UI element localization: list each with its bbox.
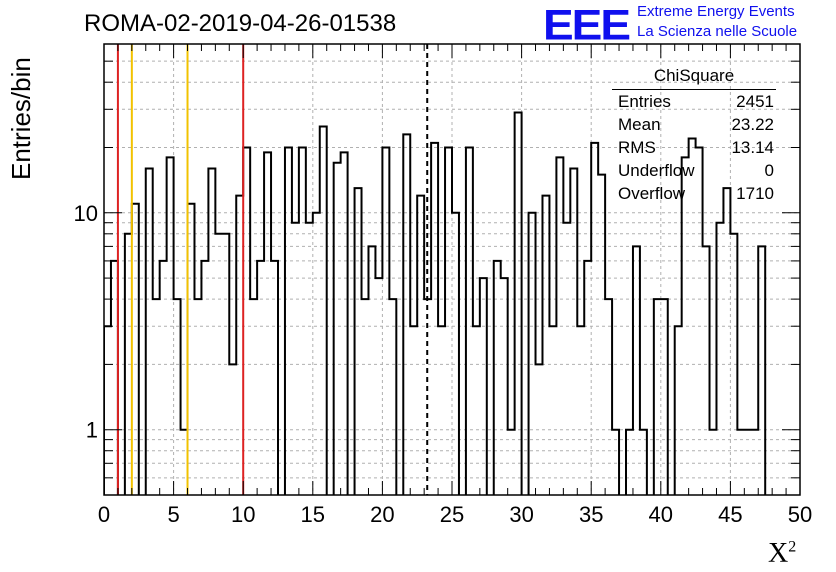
stats-row: Overflow 1710	[612, 182, 776, 205]
stats-label: Overflow	[618, 184, 686, 203]
logo-line-1: Extreme Energy Events	[637, 3, 795, 20]
x-tick-label: 25	[440, 502, 464, 527]
stats-title: ChiSquare	[612, 66, 776, 90]
x-tick-label: 10	[231, 502, 255, 527]
x-tick-label: 20	[370, 502, 394, 527]
stats-box: ChiSquare Entries 2451 Mean 23.22 RMS 13.14…	[612, 66, 776, 205]
stats-label: Underflow	[618, 161, 695, 180]
logo-line-2: La Scienza nelle Scuole	[637, 23, 798, 40]
stats-value: 13.14	[731, 138, 774, 157]
x-tick-label: 40	[649, 502, 673, 527]
stats-row: Mean 23.22	[612, 113, 776, 136]
eee-logo: EEE	[543, 0, 631, 49]
stats-row: RMS 13.14	[612, 136, 776, 159]
logo-text: Extreme Energy Events La Scienza nelle S…	[637, 2, 797, 42]
stats-label: RMS	[618, 138, 656, 157]
stats-value: 2451	[736, 92, 774, 111]
x-tick-label: 30	[509, 502, 533, 527]
x-tick-label: 5	[167, 502, 179, 527]
y-axis-label: Entries/bin	[6, 57, 36, 180]
stats-value: 23.22	[731, 115, 774, 134]
stats-value: 1710	[736, 184, 774, 203]
stats-row: Underflow 0	[612, 159, 776, 182]
histogram-series	[104, 111, 767, 495]
y-tick-label: 10	[74, 201, 98, 226]
x-tick-label: 35	[579, 502, 603, 527]
chart-title: ROMA-02-2019-04-26-01538	[84, 10, 397, 37]
stats-label: Entries	[618, 92, 671, 111]
y-tick-label: 1	[86, 418, 98, 443]
stats-label: Mean	[618, 115, 661, 134]
x-tick-label: 15	[301, 502, 325, 527]
x-tick-label: 0	[98, 502, 110, 527]
x-tick-label: 45	[718, 502, 742, 527]
stats-value: 0	[764, 161, 774, 180]
x-tick-label: 50	[788, 502, 812, 527]
x-axis-label: Χ2	[768, 538, 797, 569]
stats-row: Entries 2451	[612, 90, 776, 113]
